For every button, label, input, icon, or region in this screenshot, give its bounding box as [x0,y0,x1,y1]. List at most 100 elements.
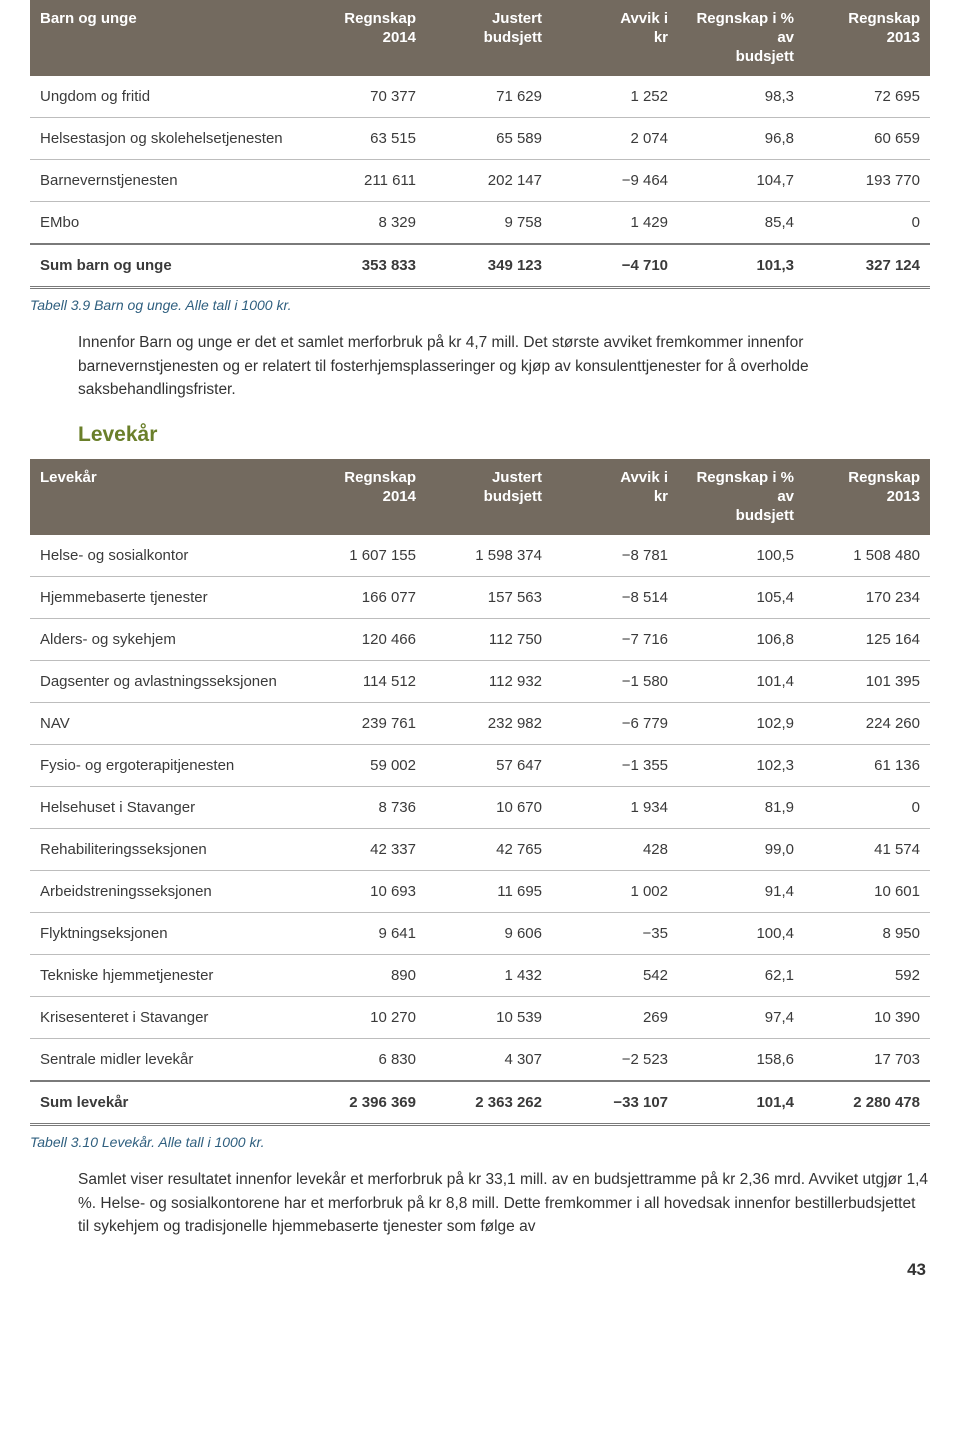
table-cell: 125 164 [804,619,930,661]
table-cell: 0 [804,202,930,245]
table-cell: −1 355 [552,745,678,787]
table-cell: 72 695 [804,76,930,118]
col-header: Avvik ikr [552,459,678,535]
table-cell: 96,8 [678,118,804,160]
table-cell: 8 736 [300,787,426,829]
section-heading-levekar: Levekår [78,423,930,447]
table-cell: 8 950 [804,913,930,955]
table-cell: 10 670 [426,787,552,829]
table-row: Sentrale midler levekår6 8304 307−2 5231… [30,1039,930,1082]
table-cell: −6 779 [552,703,678,745]
col-header: Regnskap i % avbudsjett [678,0,804,76]
table-cell: 60 659 [804,118,930,160]
table-cell: 349 123 [426,244,552,288]
table-cell: 17 703 [804,1039,930,1082]
table-cell: 592 [804,955,930,997]
table-cell: 1 934 [552,787,678,829]
table-cell: Ungdom og fritid [30,76,300,118]
table-sum-row: Sum levekår2 396 3692 363 262−33 107101,… [30,1081,930,1125]
table-cell: 1 598 374 [426,535,552,577]
table-cell: Helse- og sosialkontor [30,535,300,577]
table-cell: 102,9 [678,703,804,745]
table-cell: Hjemmebaserte tjenester [30,577,300,619]
table-cell: 2 074 [552,118,678,160]
table-cell: 91,4 [678,871,804,913]
table-cell: 1 429 [552,202,678,245]
table-cell: 890 [300,955,426,997]
table-cell: −4 710 [552,244,678,288]
table-cell: 101,3 [678,244,804,288]
table-cell: 112 750 [426,619,552,661]
table-cell: Sentrale midler levekår [30,1039,300,1082]
table-cell: 42 337 [300,829,426,871]
table-cell: 1 252 [552,76,678,118]
table-caption: Tabell 3.9 Barn og unge. Alle tall i 100… [30,297,930,313]
table-cell: 232 982 [426,703,552,745]
table-cell: 1 002 [552,871,678,913]
table-cell: −33 107 [552,1081,678,1125]
table-cell: 1 607 155 [300,535,426,577]
col-header: Regnskap2014 [300,459,426,535]
table-cell: 10 601 [804,871,930,913]
table-row: Rehabiliteringsseksjonen42 33742 7654289… [30,829,930,871]
table-cell: 10 390 [804,997,930,1039]
table-cell: Sum levekår [30,1081,300,1125]
table-cell: 8 329 [300,202,426,245]
table-cell: 2 280 478 [804,1081,930,1125]
table-cell: 81,9 [678,787,804,829]
table-cell: 102,3 [678,745,804,787]
table-cell: 61 136 [804,745,930,787]
table-cell: 9 641 [300,913,426,955]
table-cell: 211 611 [300,160,426,202]
table-row: Barnevernstjenesten211 611202 147−9 4641… [30,160,930,202]
col-header: Regnskap2014 [300,0,426,76]
table-cell: 1 508 480 [804,535,930,577]
table-cell: 70 377 [300,76,426,118]
table-row: Krisesenteret i Stavanger10 27010 539269… [30,997,930,1039]
table-row: Helsehuset i Stavanger8 73610 6701 93481… [30,787,930,829]
table-cell: −35 [552,913,678,955]
table-cell: 120 466 [300,619,426,661]
table-cell: Alders- og sykehjem [30,619,300,661]
table-row: Ungdom og fritid70 37771 6291 25298,372 … [30,76,930,118]
table-cell: 10 270 [300,997,426,1039]
table-cell: 239 761 [300,703,426,745]
table-row: Flyktningseksjonen9 6419 606−35100,48 95… [30,913,930,955]
table-cell: 193 770 [804,160,930,202]
col-header: Levekår [30,459,300,535]
table-row: Dagsenter og avlastningsseksjonen114 512… [30,661,930,703]
table-barn-og-unge: Barn og unge Regnskap2014 Justertbudsjet… [30,0,930,289]
table-row: Hjemmebaserte tjenester166 077157 563−8 … [30,577,930,619]
table-cell: 41 574 [804,829,930,871]
table-cell: EMbo [30,202,300,245]
paragraph: Samlet viser resultatet innenfor levekår… [78,1168,930,1238]
table-cell: 11 695 [426,871,552,913]
table-cell: 57 647 [426,745,552,787]
table-cell: Dagsenter og avlastningsseksjonen [30,661,300,703]
table-cell: 9 606 [426,913,552,955]
table-cell: −7 716 [552,619,678,661]
table-row: EMbo8 3299 7581 42985,40 [30,202,930,245]
table-cell: 353 833 [300,244,426,288]
table-cell: 112 932 [426,661,552,703]
table-levekar: Levekår Regnskap2014 Justertbudsjett Avv… [30,459,930,1126]
table-cell: Sum barn og unge [30,244,300,288]
table-cell: −8 514 [552,577,678,619]
table-cell: −2 523 [552,1039,678,1082]
table-cell: 114 512 [300,661,426,703]
paragraph: Innenfor Barn og unge er det et samlet m… [78,331,930,401]
table-cell: 100,4 [678,913,804,955]
table-cell: 62,1 [678,955,804,997]
col-header: Barn og unge [30,0,300,76]
table-cell: 105,4 [678,577,804,619]
table-cell: 9 758 [426,202,552,245]
table-cell: 101 395 [804,661,930,703]
col-header: Regnskap2013 [804,0,930,76]
table-cell: Flyktningseksjonen [30,913,300,955]
table-cell: 10 693 [300,871,426,913]
table-cell: Helsestasjon og skolehelsetjenesten [30,118,300,160]
table-cell: 104,7 [678,160,804,202]
table-cell: 10 539 [426,997,552,1039]
table-caption: Tabell 3.10 Levekår. Alle tall i 1000 kr… [30,1134,930,1150]
table-cell: 99,0 [678,829,804,871]
